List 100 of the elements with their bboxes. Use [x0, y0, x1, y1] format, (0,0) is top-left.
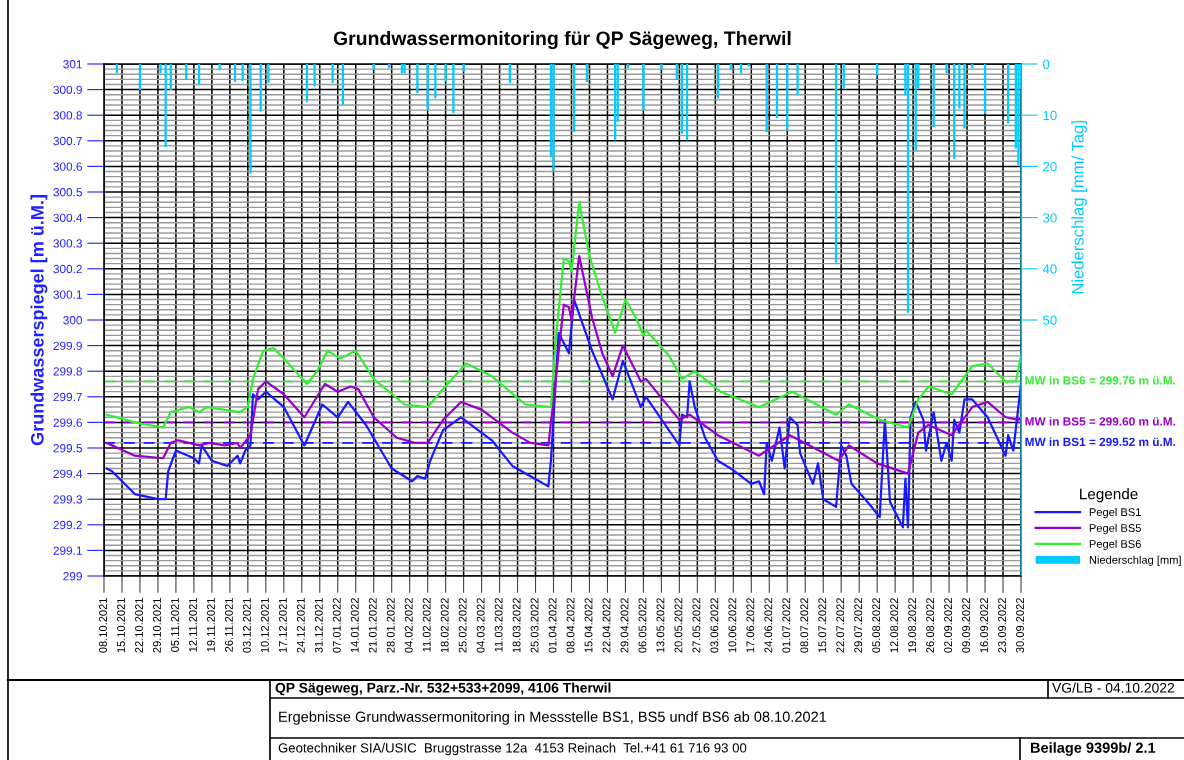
x-tick-label: 28.01.2022	[386, 598, 395, 653]
text: Beilage 9399b/ 2.1	[1030, 742, 1156, 756]
text: Ergebnisse Grundwassermonitoring in Messstelle BS1, BS5 undf BS6 ab 08.10.2021	[279, 711, 827, 725]
bar	[416, 64, 419, 94]
y-tick-label: 300.6	[53, 162, 82, 171]
bar	[945, 64, 948, 74]
line-series	[105, 298, 1021, 529]
x-tick-label: 29.07.2022	[854, 598, 863, 653]
x-tick-label: 03.12.2021	[242, 598, 251, 653]
x-tick-label: 22.10.2021	[135, 598, 143, 653]
x-tick-label: 24.12.2021	[296, 598, 305, 653]
y-tick-label: 299.6	[53, 418, 82, 427]
y2-tick-label: 40	[1042, 264, 1057, 274]
y2-tick-label: 50	[1043, 315, 1057, 325]
x-tick-label: 22.04.2022	[602, 598, 611, 653]
bar	[267, 64, 270, 83]
y2-tick-label: 20	[1043, 161, 1057, 172]
legend-title: Legende	[1080, 488, 1138, 503]
bar	[963, 64, 966, 129]
text: QP Sägeweg, Parz.-Nr. 532+533+2099, 4106 Therwil	[275, 682, 611, 696]
legend-label: Pegel BS1	[1089, 507, 1141, 519]
text: VG/LB - 04.10.2022	[1052, 682, 1175, 693]
bar	[462, 64, 465, 72]
x-tick-label: 19.11.2021	[207, 598, 215, 652]
x-tick-label: 12.08.2022	[890, 598, 899, 653]
bar	[331, 64, 334, 83]
x-tick-label: 15.10.2021	[117, 598, 125, 653]
x-tick-label: 24.06.2022	[764, 598, 773, 653]
x-tick-label: 25.03.2022	[530, 598, 539, 653]
y-tick-label: 299.7	[53, 392, 82, 402]
x-tick-label: 18.02.2022	[440, 598, 449, 653]
x-tick-label: 10.06.2022	[728, 598, 737, 653]
y-tick-label: 299.2	[53, 520, 82, 530]
x-tick-label: 31.12.2021	[314, 598, 323, 653]
x-tick-label: 02.09.2022	[944, 598, 953, 653]
x-tick-label: 20.05.2022	[674, 598, 683, 653]
x-tick-label: 11.03.2022	[494, 598, 503, 652]
y2-tick-label: 10	[1043, 110, 1057, 121]
x-tick-label: 09.09.2022	[962, 598, 971, 653]
bar	[958, 64, 961, 109]
x-tick-label: 17.12.2021	[278, 598, 287, 653]
x-tick-label: 21.01.2022	[368, 598, 377, 653]
bar	[164, 64, 167, 147]
x-tick-label: 13.05.2022	[656, 598, 665, 653]
y-tick-label: 299.4	[53, 469, 83, 478]
bar	[218, 64, 221, 71]
y-tick-label: 299	[63, 572, 82, 581]
bar	[426, 64, 429, 111]
legend-label: Niederschlag [mm]	[1089, 555, 1181, 566]
x-tick-label: 18.03.2022	[512, 598, 521, 653]
y2-axis-title: Niederschlag [mm/ Tag]	[1071, 121, 1087, 294]
x-tick-label: 01.04.2022	[548, 598, 557, 653]
y-tick-label: 299.9	[53, 341, 82, 350]
y-tick-label: 299.1	[53, 546, 82, 555]
x-tick-label: 16.09.2022	[980, 598, 989, 653]
bar	[434, 64, 437, 99]
x-tick-label: 17.06.2022	[746, 598, 755, 653]
bar	[249, 64, 252, 174]
bar	[159, 64, 162, 74]
x-tick-label: 22.07.2022	[836, 598, 845, 653]
x-tick-label: 05.08.2022	[872, 598, 881, 653]
x-tick-label: 29.10.2021	[153, 598, 161, 653]
x-tick-label: 11.02.2022	[422, 598, 431, 652]
y-tick-label: 300.8	[53, 111, 82, 120]
ref-line-label: MW in BS1 = 299.52 m ü.M.	[1025, 437, 1176, 447]
x-tick-label: 06.05.2022	[638, 598, 647, 653]
x-tick-label: 26.08.2022	[926, 598, 935, 653]
x-tick-label: 05.11.2021	[171, 598, 179, 652]
x-tick-label: 04.02.2022	[404, 598, 413, 653]
x-tick-label: 26.11.2021	[224, 598, 233, 652]
legend-label: Pegel BS5	[1089, 523, 1141, 535]
x-tick-label: 15.07.2022	[818, 598, 827, 653]
x-tick-label: 12.11.2021	[189, 598, 197, 652]
x-tick-label: 07.01.2022	[332, 598, 341, 653]
y-tick-label: 300.3	[53, 239, 82, 248]
chart-title: Grundwassermonitoring für QP Sägeweg, Therwil	[333, 30, 791, 50]
y-tick-label: 300.4	[53, 213, 83, 222]
x-tick-label: 30.09.2022	[1016, 598, 1024, 653]
text: Geotechniker SIA/USIC Bruggstrasse 12a 4153 Reinach Tel.+41 61 716 93 00	[278, 742, 747, 756]
bar	[642, 64, 645, 111]
ref-line-label: MW in BS5 = 299.60 m ü.M.	[1025, 416, 1176, 426]
x-tick-label: 19.08.2022	[908, 598, 917, 653]
bar	[552, 64, 555, 171]
y2-tick-label: 30	[1043, 213, 1057, 223]
x-tick-label: 08.07.2022	[800, 598, 809, 653]
x-tick-label: 14.01.2022	[350, 598, 359, 653]
y-tick-label: 300.1	[53, 290, 82, 299]
y-tick-label: 300.7	[53, 136, 82, 146]
x-tick-label: 29.04.2022	[620, 598, 629, 653]
y-tick-label: 300	[63, 316, 83, 325]
bar	[313, 64, 316, 87]
y-tick-label: 299.8	[53, 367, 82, 376]
y-tick-label: 299.5	[53, 444, 82, 453]
x-tick-label: 10.12.2021	[260, 598, 269, 653]
x-tick-label: 23.09.2022	[998, 598, 1006, 653]
ref-line-label: MW in BS6 = 299.76 m ü.M.	[1025, 375, 1176, 385]
y-tick-label: 301	[63, 60, 82, 69]
x-tick-label: 01.07.2022	[782, 598, 791, 653]
bar	[444, 64, 447, 82]
y-tick-label: 300.9	[53, 85, 82, 94]
